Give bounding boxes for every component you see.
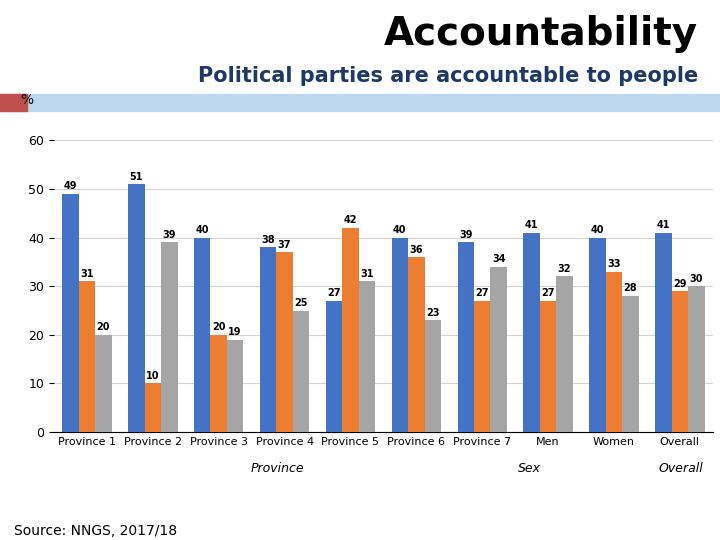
Bar (425, 320, 441, 432)
Text: 37: 37 (278, 240, 292, 249)
Text: 36: 36 (410, 245, 423, 255)
Text: 41: 41 (525, 220, 539, 230)
Text: 34: 34 (492, 254, 505, 264)
Bar (325, 301, 342, 432)
Bar (490, 267, 507, 432)
Bar (194, 238, 210, 432)
Text: 29: 29 (673, 279, 687, 288)
Bar (161, 242, 178, 432)
Bar (359, 281, 375, 432)
Bar (606, 272, 622, 432)
Text: Political parties are accountable to people: Political parties are accountable to peo… (198, 66, 698, 86)
Text: 40: 40 (590, 225, 604, 235)
Text: Source: NNGS, 2017/18: Source: NNGS, 2017/18 (14, 524, 178, 538)
Text: 38: 38 (261, 235, 275, 245)
Bar (523, 233, 540, 432)
Text: 39: 39 (163, 230, 176, 240)
Bar (95, 335, 112, 432)
Text: Sex: Sex (518, 462, 541, 476)
Bar (474, 301, 490, 432)
Bar (408, 257, 425, 432)
Text: 10: 10 (146, 371, 160, 381)
Text: 27: 27 (541, 288, 555, 298)
Text: 31: 31 (360, 269, 374, 279)
Text: Overall: Overall (658, 462, 703, 476)
Text: 39: 39 (459, 230, 472, 240)
Bar (589, 238, 606, 432)
Bar (622, 296, 639, 432)
Text: 51: 51 (130, 172, 143, 181)
Bar (62, 194, 78, 432)
Text: 31: 31 (80, 269, 94, 279)
Bar (78, 281, 95, 432)
Text: 42: 42 (343, 215, 357, 226)
Bar (293, 310, 310, 432)
Text: 25: 25 (294, 298, 307, 308)
Text: 28: 28 (624, 284, 637, 293)
Y-axis label: %: % (19, 93, 33, 106)
Text: Province: Province (251, 462, 304, 476)
Text: 40: 40 (196, 225, 209, 235)
Bar (655, 233, 672, 432)
Bar (260, 247, 276, 432)
Bar (457, 242, 474, 432)
Bar (557, 276, 573, 432)
Text: 49: 49 (63, 181, 77, 191)
Text: 20: 20 (212, 322, 225, 332)
Text: 23: 23 (426, 308, 439, 318)
Bar (145, 383, 161, 432)
Text: 30: 30 (690, 274, 703, 284)
Bar (128, 184, 145, 432)
Text: 41: 41 (657, 220, 670, 230)
Text: 40: 40 (393, 225, 407, 235)
Bar (210, 335, 227, 432)
Bar (540, 301, 557, 432)
Text: 27: 27 (475, 288, 489, 298)
Bar (0, 94, 27, 111)
Bar (227, 340, 243, 432)
Bar (392, 238, 408, 432)
Text: 19: 19 (228, 327, 242, 337)
Bar (688, 286, 705, 432)
Text: Accountability: Accountability (384, 15, 698, 52)
Text: 20: 20 (96, 322, 110, 332)
Bar (672, 291, 688, 432)
Text: 33: 33 (607, 259, 621, 269)
Bar (276, 252, 293, 432)
Bar (342, 228, 359, 432)
Legend: Agree, Disagree, DK/CS: Agree, Disagree, DK/CS (245, 536, 522, 540)
Text: 27: 27 (327, 288, 341, 298)
Text: 32: 32 (558, 264, 572, 274)
